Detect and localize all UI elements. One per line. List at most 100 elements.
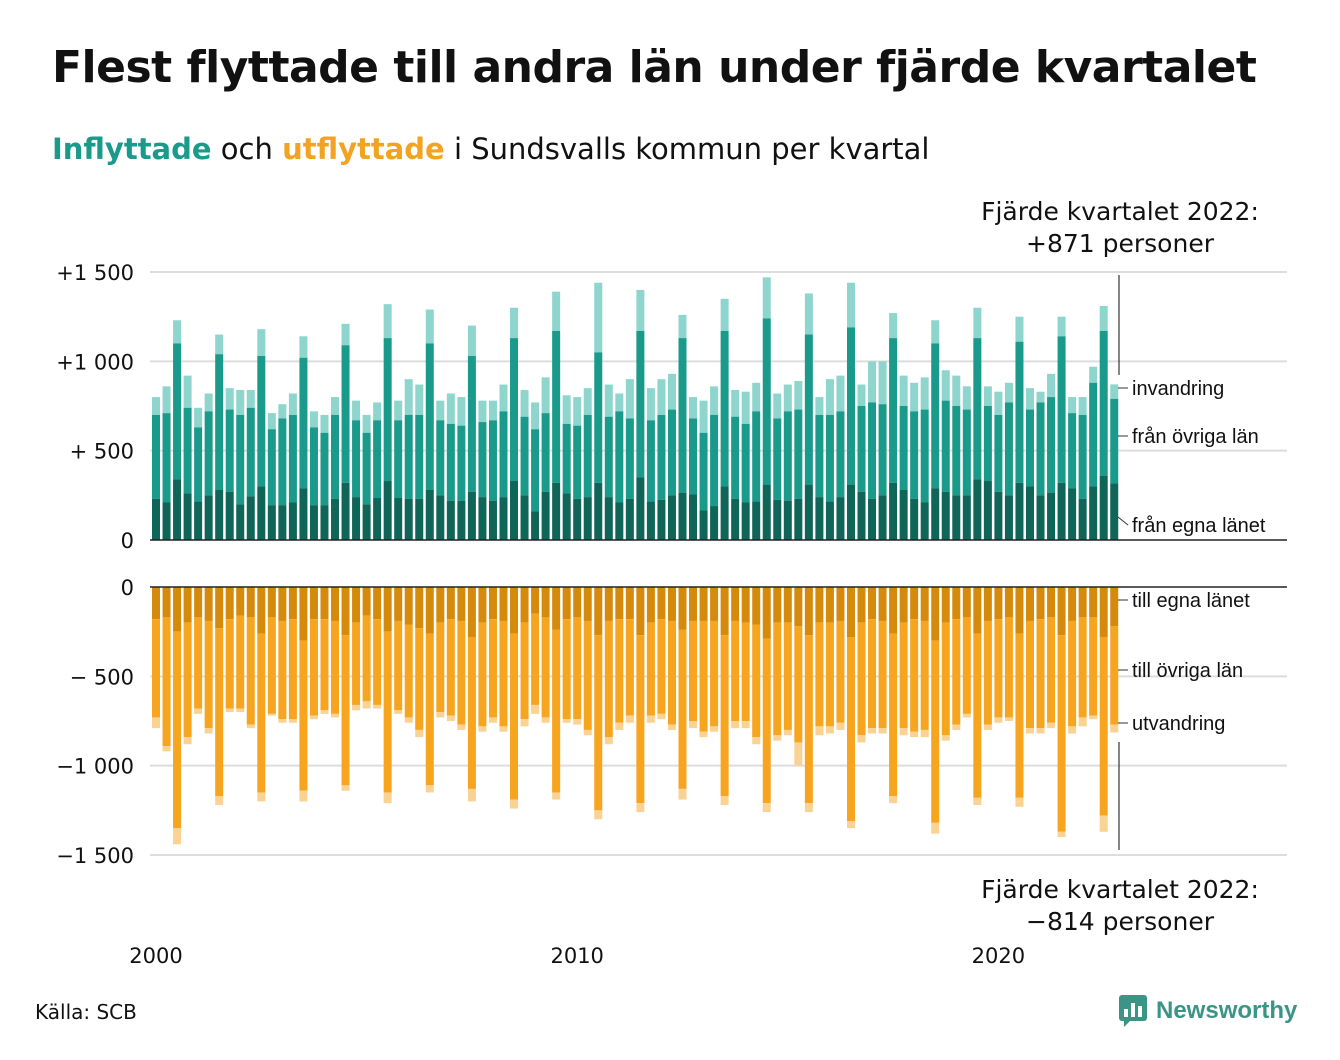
bar-out-abroad [446, 715, 455, 721]
bar-in-own [288, 502, 297, 540]
bar-in-abroad [541, 377, 550, 414]
bar-in-abroad [267, 413, 276, 430]
bar-out-other [299, 640, 308, 791]
bar-out-own [309, 587, 318, 620]
bar-out-own [889, 587, 898, 634]
bar-out-own [278, 587, 287, 621]
bar-in-own [499, 497, 508, 540]
bar-out-own [1078, 587, 1087, 618]
bar-out-abroad [467, 788, 476, 802]
grid-lines [150, 271, 1287, 856]
bar-out-abroad [920, 729, 929, 738]
bar-out-own [689, 587, 698, 621]
bar-out-other [204, 620, 213, 729]
bar-in-other [857, 406, 866, 492]
bar-in-abroad [562, 395, 571, 424]
bar-in-own [267, 505, 276, 540]
bar-out-own [731, 587, 740, 621]
newsworthy-icon [1119, 995, 1147, 1027]
bar-out-other [457, 620, 466, 725]
bar-out-own [373, 587, 382, 620]
bar-in-own [204, 495, 213, 540]
bar-in-other [731, 416, 740, 499]
axes: +1 500 +1 000 + 500 0 0 − 500 −1 000 −1 500 2000… [56, 261, 1287, 968]
bar-out-abroad [1047, 722, 1056, 729]
bar-in-other [752, 411, 761, 502]
bar-in-abroad [636, 289, 645, 331]
bar-out-own [194, 587, 203, 618]
bar-out-abroad [425, 785, 434, 793]
y-tick-label-top: 0 [121, 529, 134, 553]
bar-out-abroad [1057, 831, 1066, 838]
bar-in-abroad [836, 375, 845, 412]
bar-out-own [299, 587, 308, 641]
bar-out-other [1078, 617, 1087, 718]
bar-out-other [794, 626, 803, 743]
bar-in-other [541, 413, 550, 492]
bar-in-other [173, 343, 182, 480]
bar-in-other [299, 357, 308, 489]
bar-in-abroad [615, 393, 624, 412]
bar-out-other [520, 622, 529, 720]
bar-in-own [236, 504, 245, 540]
bar-out-own [215, 587, 224, 629]
bar-out-other [446, 619, 455, 716]
bar-in-own [373, 498, 382, 540]
bar-out-own [583, 587, 592, 621]
bar-out-other [678, 629, 687, 789]
bar-in-own [720, 486, 729, 540]
bar-out-own [352, 587, 361, 623]
bar-out-other [1004, 617, 1013, 718]
bar-out-own [1110, 587, 1119, 627]
bar-out-abroad [857, 735, 866, 743]
bar-out-abroad [415, 729, 424, 738]
bar-out-own [520, 587, 529, 623]
bar-out-abroad [531, 704, 540, 714]
bar-out-abroad [278, 719, 287, 723]
bar-out-other [415, 628, 424, 730]
bar-out-own [1089, 587, 1098, 618]
bar-in-own [478, 497, 487, 540]
annotation-bottom-line1: Fjärde kvartalet 2022: [981, 875, 1259, 904]
bar-in-other [436, 420, 445, 496]
bar-out-own [552, 587, 561, 630]
bar-out-other [815, 622, 824, 727]
bar-out-abroad [341, 785, 350, 791]
bar-in-own [594, 482, 603, 540]
bar-in-other [973, 338, 982, 480]
bar-in-other [1047, 397, 1056, 493]
bar-out-own [783, 587, 792, 623]
bar-in-other [815, 414, 824, 498]
bar-in-abroad [331, 397, 340, 415]
bar-in-abroad [941, 370, 950, 401]
bar-out-own [846, 587, 855, 638]
bar-in-other [710, 414, 719, 507]
bar-out-other [162, 617, 171, 747]
bar-in-abroad [257, 329, 266, 356]
bar-in-other [594, 352, 603, 483]
bar-in-other [941, 400, 950, 492]
bar-in-own [962, 495, 971, 540]
bar-in-abroad [1004, 382, 1013, 403]
bar-in-abroad [583, 388, 592, 415]
bar-out-abroad [510, 799, 519, 809]
bar-out-own [815, 587, 824, 623]
bar-in-own [646, 501, 655, 540]
annotation-top-line2: +871 personer [1026, 229, 1214, 258]
bar-out-abroad [499, 726, 508, 732]
bar-out-abroad [309, 715, 318, 720]
bar-in-other [215, 354, 224, 490]
bar-in-abroad [731, 389, 740, 417]
bar-in-abroad [868, 361, 877, 403]
bar-out-other [752, 624, 761, 738]
bar-in-other [625, 418, 634, 499]
bar-out-own [1025, 587, 1034, 621]
bar-in-abroad [783, 384, 792, 412]
bar-out-abroad [699, 731, 708, 738]
bar-in-other [720, 330, 729, 487]
bar-in-own [952, 495, 961, 540]
bar-out-abroad [646, 715, 655, 723]
bar-in-other [615, 411, 624, 503]
bar-out-own [510, 587, 519, 634]
bar-out-abroad [299, 790, 308, 802]
